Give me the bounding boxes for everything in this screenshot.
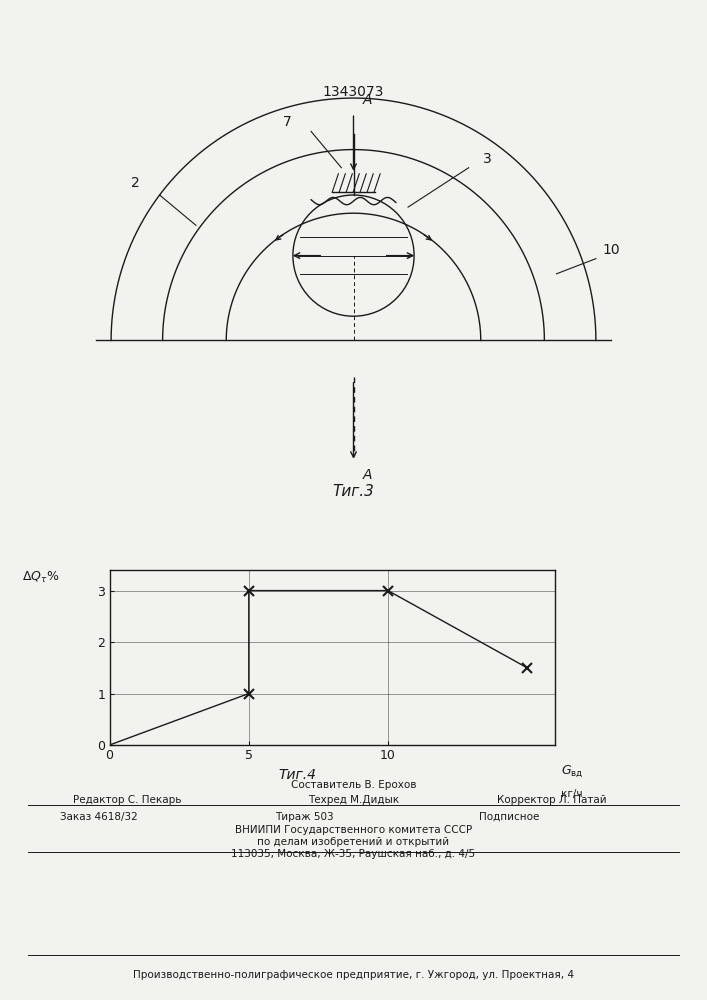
Text: Заказ 4618/32: Заказ 4618/32 (60, 812, 138, 822)
Text: $G_{\rm вд}$: $G_{\rm вд}$ (561, 763, 583, 779)
Text: кг/ч: кг/ч (561, 789, 582, 799)
Text: 3: 3 (482, 152, 491, 166)
Text: Подписное: Подписное (479, 812, 539, 822)
Text: 10: 10 (602, 243, 620, 257)
Text: Тираж 503: Тираж 503 (275, 812, 333, 822)
Text: по делам изобретений и открытий: по делам изобретений и открытий (257, 837, 450, 847)
Text: ВНИИПИ Государственного комитета СССР: ВНИИПИ Государственного комитета СССР (235, 825, 472, 835)
Text: A: A (363, 468, 372, 482)
Text: Редактор С. Пекарь: Редактор С. Пекарь (73, 795, 182, 805)
Text: Составитель В. Ерохов: Составитель В. Ерохов (291, 780, 416, 790)
Text: 2: 2 (131, 176, 140, 190)
Text: Техред М.Дидык: Техред М.Дидык (308, 795, 399, 805)
Text: Производственно-полиграфическое предприятие, г. Ужгород, ул. Проектная, 4: Производственно-полиграфическое предприя… (133, 970, 574, 980)
Text: $\Delta Q_\tau$%: $\Delta Q_\tau$% (22, 570, 59, 585)
Text: Τиг.3: Τиг.3 (332, 484, 375, 499)
Text: Τиг.4: Τиг.4 (278, 768, 316, 782)
Text: 1343073: 1343073 (323, 85, 384, 99)
Text: 113035, Москва, Ж-35, Раушская наб., д. 4/5: 113035, Москва, Ж-35, Раушская наб., д. … (231, 849, 476, 859)
Text: Корректор Л. Патай: Корректор Л. Патай (496, 795, 607, 805)
Text: A: A (363, 93, 372, 107)
Text: 7: 7 (283, 115, 291, 129)
